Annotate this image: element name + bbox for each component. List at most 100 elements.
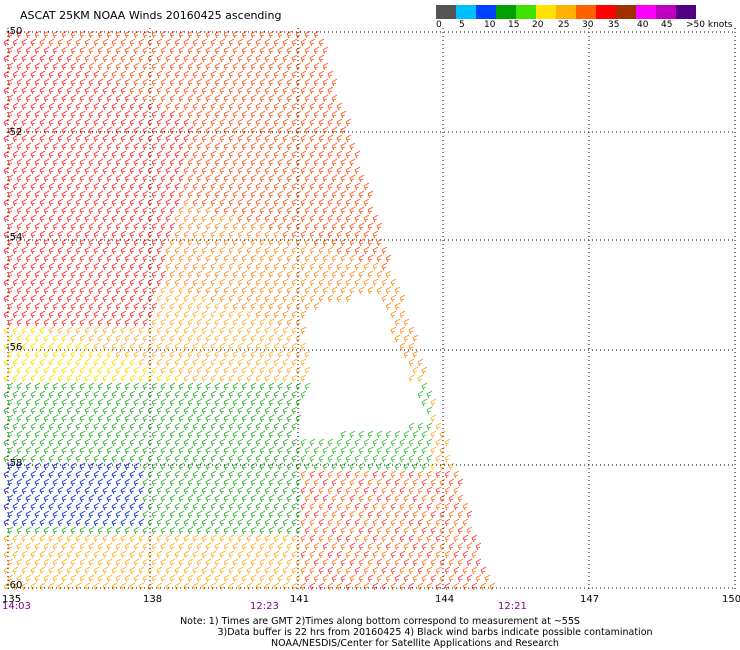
- wind-barb: [97, 366, 104, 375]
- wind-barb: [309, 54, 316, 63]
- wind-barb: [124, 206, 131, 215]
- wind-barb: [52, 510, 59, 519]
- wind-barb: [354, 470, 361, 479]
- wind-barb: [237, 86, 244, 95]
- wind-barb: [106, 254, 113, 263]
- wind-barb: [246, 582, 253, 591]
- wind-barb: [403, 318, 410, 327]
- wind-barb: [39, 470, 46, 479]
- wind-barb: [88, 382, 95, 391]
- wind-barb: [259, 270, 266, 279]
- wind-barb: [183, 502, 190, 511]
- wind-barb: [115, 430, 122, 439]
- wind-barb: [309, 182, 316, 191]
- wind-barb: [331, 254, 338, 263]
- wind-barb: [381, 550, 388, 559]
- wind-barb: [259, 206, 266, 215]
- wind-barb: [273, 406, 280, 415]
- wind-barb: [142, 446, 149, 455]
- wind-barb: [66, 198, 73, 207]
- wind-barb: [43, 158, 50, 167]
- wind-barb: [70, 94, 77, 103]
- wind-barb: [345, 582, 352, 591]
- wind-barb: [16, 382, 23, 391]
- wind-barb: [142, 510, 149, 519]
- wind-barb: [205, 174, 212, 183]
- wind-barb: [133, 254, 140, 263]
- wind-barb: [340, 190, 347, 199]
- wind-barb: [165, 102, 172, 111]
- wind-barb: [138, 582, 145, 591]
- wind-barb: [124, 174, 131, 183]
- wind-barb: [39, 550, 46, 559]
- wind-barb: [354, 582, 361, 591]
- wind-barb: [178, 334, 185, 343]
- wind-barb: [16, 78, 23, 87]
- wind-barb: [88, 318, 95, 327]
- wind-barb: [79, 350, 86, 359]
- wind-barb: [160, 430, 167, 439]
- wind-barb: [34, 302, 41, 311]
- wind-barb: [277, 110, 284, 119]
- wind-barb: [57, 182, 64, 191]
- wind-barb: [21, 534, 28, 543]
- wind-barb: [273, 454, 280, 463]
- wind-barb: [205, 254, 212, 263]
- wind-barb: [129, 262, 136, 271]
- wind-barb: [84, 566, 91, 575]
- wind-barb: [255, 358, 262, 367]
- wind-barb: [174, 438, 181, 447]
- wind-barb: [403, 478, 410, 487]
- wind-barb: [165, 86, 172, 95]
- wind-barb: [201, 214, 208, 223]
- wind-barb: [205, 142, 212, 151]
- wind-barb: [358, 446, 365, 455]
- wind-barb: [61, 302, 68, 311]
- wind-barb: [169, 414, 176, 423]
- wind-barb: [259, 542, 266, 551]
- wind-barb: [111, 166, 118, 175]
- wind-barb: [322, 142, 329, 151]
- wind-barb: [61, 286, 68, 295]
- wind-barb: [133, 366, 140, 375]
- wind-barb: [277, 542, 284, 551]
- wind-barb: [349, 462, 356, 471]
- wind-barb: [183, 246, 190, 255]
- wind-barb: [304, 574, 311, 583]
- wind-barb: [61, 574, 68, 583]
- wind-barb: [214, 478, 221, 487]
- wind-barb: [160, 350, 167, 359]
- wind-barb: [3, 486, 10, 495]
- wind-barb: [381, 470, 388, 479]
- wind-barb: [165, 118, 172, 127]
- wind-barb: [385, 254, 392, 263]
- wind-barb: [39, 230, 46, 239]
- wind-barb: [70, 334, 77, 343]
- wind-barb: [219, 566, 226, 575]
- legend-label: 0: [436, 20, 442, 30]
- wind-barb: [268, 382, 275, 391]
- wind-barb: [25, 190, 32, 199]
- wind-barb: [196, 286, 203, 295]
- wind-barb: [151, 494, 158, 503]
- wind-barb: [66, 118, 73, 127]
- wind-barb: [142, 526, 149, 535]
- wind-barb: [214, 350, 221, 359]
- wind-barb: [237, 230, 244, 239]
- wind-barb: [61, 62, 68, 71]
- wind-barb: [120, 502, 127, 511]
- wind-barb: [138, 390, 145, 399]
- wind-barb: [192, 342, 199, 351]
- wind-barb: [115, 62, 122, 71]
- wind-barb: [399, 342, 406, 351]
- wind-barb: [286, 206, 293, 215]
- wind-barb: [30, 406, 37, 415]
- wind-barb: [232, 446, 239, 455]
- wind-barb: [142, 142, 149, 151]
- wind-barb: [25, 286, 32, 295]
- wind-barb: [187, 126, 194, 135]
- wind-barb: [165, 278, 172, 287]
- wind-barb: [102, 326, 109, 335]
- wind-barb: [57, 134, 64, 143]
- wind-barb: [228, 534, 235, 543]
